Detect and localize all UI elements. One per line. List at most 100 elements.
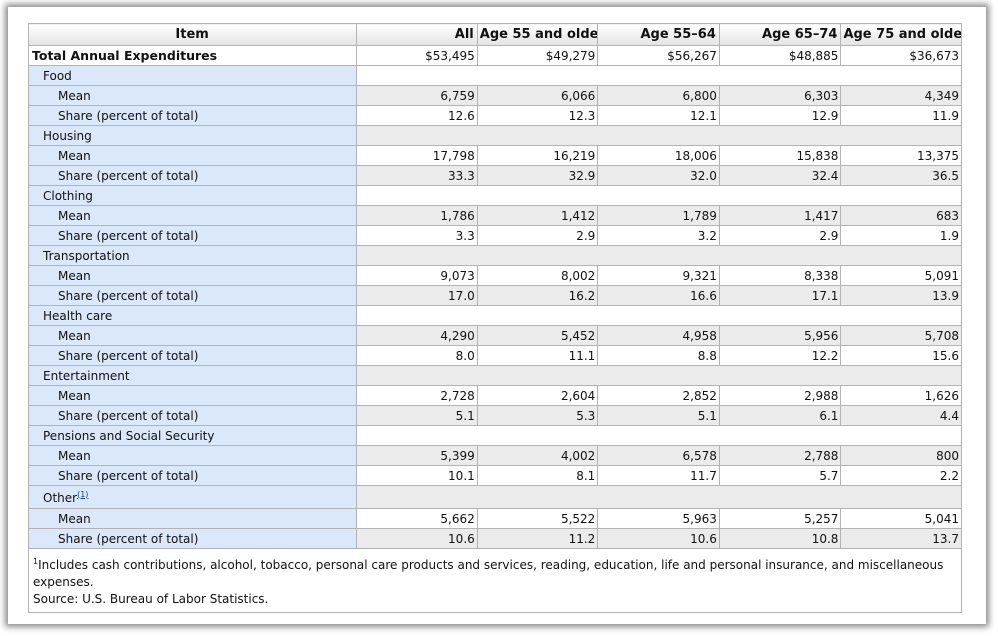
category-name: Entertainment	[43, 368, 130, 383]
category-row: Other(1)	[27, 485, 962, 509]
share-value: 12.3	[476, 105, 599, 126]
mean-value: 17,798	[356, 145, 478, 166]
category-name: Clothing	[43, 188, 93, 203]
share-value: 10.8	[718, 528, 842, 549]
share-value: 12.6	[356, 105, 478, 126]
mean-value: 15,838	[718, 145, 842, 166]
share-value: 12.9	[718, 105, 842, 126]
header-age-55-64: Age 55–64	[597, 23, 720, 46]
share-value: 5.3	[476, 405, 599, 426]
category-label: Health care	[27, 305, 358, 326]
category-name: Health care	[43, 308, 113, 323]
mean-label: Mean	[27, 85, 358, 106]
category-row: Health care	[27, 305, 962, 326]
mean-value: 5,956	[718, 325, 842, 346]
mean-value: 1,417	[718, 205, 842, 226]
category-label: Housing	[27, 125, 358, 146]
share-value: 13.7	[840, 528, 962, 549]
mean-row: Mean 5,662 5,522 5,963 5,257 5,041	[27, 508, 962, 529]
category-label: Pensions and Social Security	[27, 425, 358, 446]
mean-value: 8,002	[476, 265, 599, 286]
share-value: 36.5	[840, 165, 962, 186]
share-row: Share (percent of total) 10.1 8.1 11.7 5.7 2.…	[27, 465, 962, 486]
category-row: Transportation	[27, 245, 962, 266]
footnote-link[interactable]: (1)	[77, 489, 89, 499]
share-row: Share (percent of total) 5.1 5.3 5.1 6.1 4.4	[27, 405, 962, 426]
share-value: 10.6	[356, 528, 478, 549]
mean-label: Mean	[27, 145, 358, 166]
total-row: Total Annual Expenditures $53,495 $49,27…	[27, 45, 962, 66]
share-row: Share (percent of total) 8.0 11.1 8.8 12.2 15…	[27, 345, 962, 366]
category-empty-cell	[356, 425, 962, 446]
total-value: $48,885	[718, 45, 842, 66]
category-name: Transportation	[43, 248, 130, 263]
mean-value: 5,041	[840, 508, 962, 529]
category-name: Food	[43, 68, 72, 83]
mean-value: 1,789	[597, 205, 720, 226]
share-label: Share (percent of total)	[27, 285, 358, 306]
category-label: Entertainment	[27, 365, 358, 386]
share-label: Share (percent of total)	[27, 465, 358, 486]
mean-value: 5,963	[597, 508, 720, 529]
share-value: 17.0	[356, 285, 478, 306]
header-age-75-older: Age 75 and older	[840, 23, 962, 46]
category-empty-cell	[356, 245, 962, 266]
share-label: Share (percent of total)	[27, 165, 358, 186]
share-value: 11.1	[476, 345, 599, 366]
share-value: 32.0	[597, 165, 720, 186]
category-row: Food	[27, 65, 962, 86]
share-value: 11.9	[840, 105, 962, 126]
mean-value: 18,006	[597, 145, 720, 166]
category-row: Clothing	[27, 185, 962, 206]
mean-value: 5,257	[718, 508, 842, 529]
footnote-body: Includes cash contributions, alcohol, to…	[33, 558, 944, 589]
share-row: Share (percent of total) 3.3 2.9 3.2 2.9 1.9	[27, 225, 962, 246]
mean-value: 6,759	[356, 85, 478, 106]
share-value: 11.7	[597, 465, 720, 486]
share-value: 32.4	[718, 165, 842, 186]
share-value: 16.2	[476, 285, 599, 306]
mean-value: 800	[840, 445, 962, 466]
share-label: Share (percent of total)	[27, 225, 358, 246]
share-value: 17.1	[718, 285, 842, 306]
mean-row: Mean 5,399 4,002 6,578 2,788 800	[27, 445, 962, 466]
mean-value: 1,626	[840, 385, 962, 406]
category-name: Housing	[43, 128, 92, 143]
mean-row: Mean 4,290 5,452 4,958 5,956 5,708	[27, 325, 962, 346]
mean-value: 4,290	[356, 325, 478, 346]
footnote-text: 1Includes cash contributions, alcohol, t…	[33, 553, 957, 591]
category-label: Clothing	[27, 185, 358, 206]
share-value: 5.7	[718, 465, 842, 486]
category-empty-cell	[356, 125, 962, 146]
share-value: 2.9	[476, 225, 599, 246]
mean-value: 5,708	[840, 325, 962, 346]
mean-value: 6,066	[476, 85, 599, 106]
table-frame: Item All Age 55 and older Age 55–64 Age …	[8, 7, 986, 624]
header-all: All	[356, 23, 478, 46]
mean-value: 4,002	[476, 445, 599, 466]
share-value: 8.8	[597, 345, 720, 366]
category-label: Food	[27, 65, 358, 86]
category-row: Housing	[27, 125, 962, 146]
share-value: 33.3	[356, 165, 478, 186]
total-value: $53,495	[356, 45, 478, 66]
mean-value: 4,349	[840, 85, 962, 106]
mean-value: 2,728	[356, 385, 478, 406]
mean-value: 8,338	[718, 265, 842, 286]
share-value: 10.6	[597, 528, 720, 549]
share-value: 5.1	[597, 405, 720, 426]
share-value: 13.9	[840, 285, 962, 306]
share-row: Share (percent of total) 33.3 32.9 32.0 32.4…	[27, 165, 962, 186]
share-value: 12.2	[718, 345, 842, 366]
mean-value: 6,578	[597, 445, 720, 466]
mean-row: Mean 9,073 8,002 9,321 8,338 5,091	[27, 265, 962, 286]
share-label: Share (percent of total)	[27, 105, 358, 126]
header-age-55-older: Age 55 and older	[476, 23, 599, 46]
footnote-marker: 1	[33, 557, 39, 566]
share-value: 12.1	[597, 105, 720, 126]
mean-label: Mean	[27, 265, 358, 286]
mean-value: 2,788	[718, 445, 842, 466]
mean-value: 4,958	[597, 325, 720, 346]
share-value: 6.1	[718, 405, 842, 426]
category-row: Entertainment	[27, 365, 962, 386]
